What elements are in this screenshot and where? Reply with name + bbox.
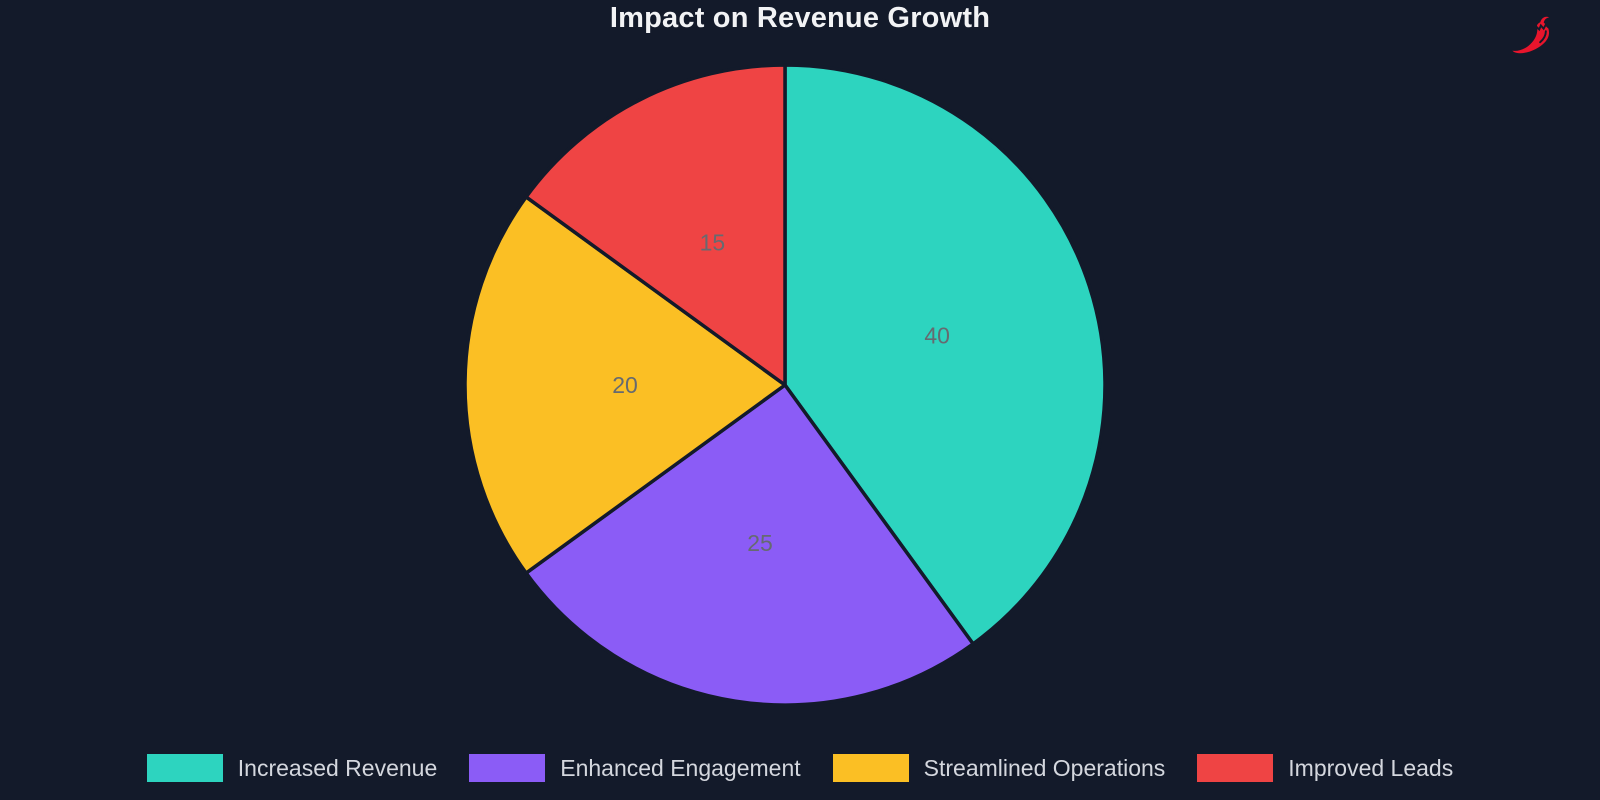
legend-swatch-icon — [832, 754, 909, 782]
legend-label: Enhanced Engagement — [560, 755, 801, 781]
slice-value-label: 20 — [612, 372, 638, 398]
pie-slice-increased-revenue[interactable] — [783, 63, 1107, 646]
pie-slice-improved-leads[interactable] — [524, 63, 787, 387]
pie-slice-enhanced-engagement[interactable] — [524, 383, 975, 707]
legend-item-increased-revenue[interactable]: Increased Revenue — [146, 754, 438, 782]
legend-label: Improved Leads — [1288, 755, 1454, 781]
chili-pepper-logo-icon — [1512, 16, 1550, 54]
pie-chart[interactable]: 40 25 20 15 — [460, 60, 1110, 710]
legend: Increased Revenue Enhanced Engagement Stre… — [0, 754, 1600, 782]
legend-label: Increased Revenue — [237, 755, 438, 781]
legend-swatch-icon — [1197, 754, 1274, 782]
legend-swatch-icon — [469, 754, 546, 782]
legend-item-enhanced-engagement[interactable]: Enhanced Engagement — [469, 754, 801, 782]
slice-value-label: 15 — [700, 229, 726, 255]
slice-value-label: 40 — [924, 323, 950, 349]
legend-swatch-icon — [146, 754, 223, 782]
chart-title: Impact on Revenue Growth — [609, 2, 991, 34]
legend-label: Streamlined Operations — [923, 755, 1166, 781]
legend-item-improved-leads[interactable]: Improved Leads — [1197, 754, 1453, 782]
pie-slice-streamlined-operations[interactable] — [463, 195, 787, 575]
slice-value-label: 25 — [747, 530, 773, 556]
legend-item-streamlined-operations[interactable]: Streamlined Operations — [832, 754, 1166, 782]
